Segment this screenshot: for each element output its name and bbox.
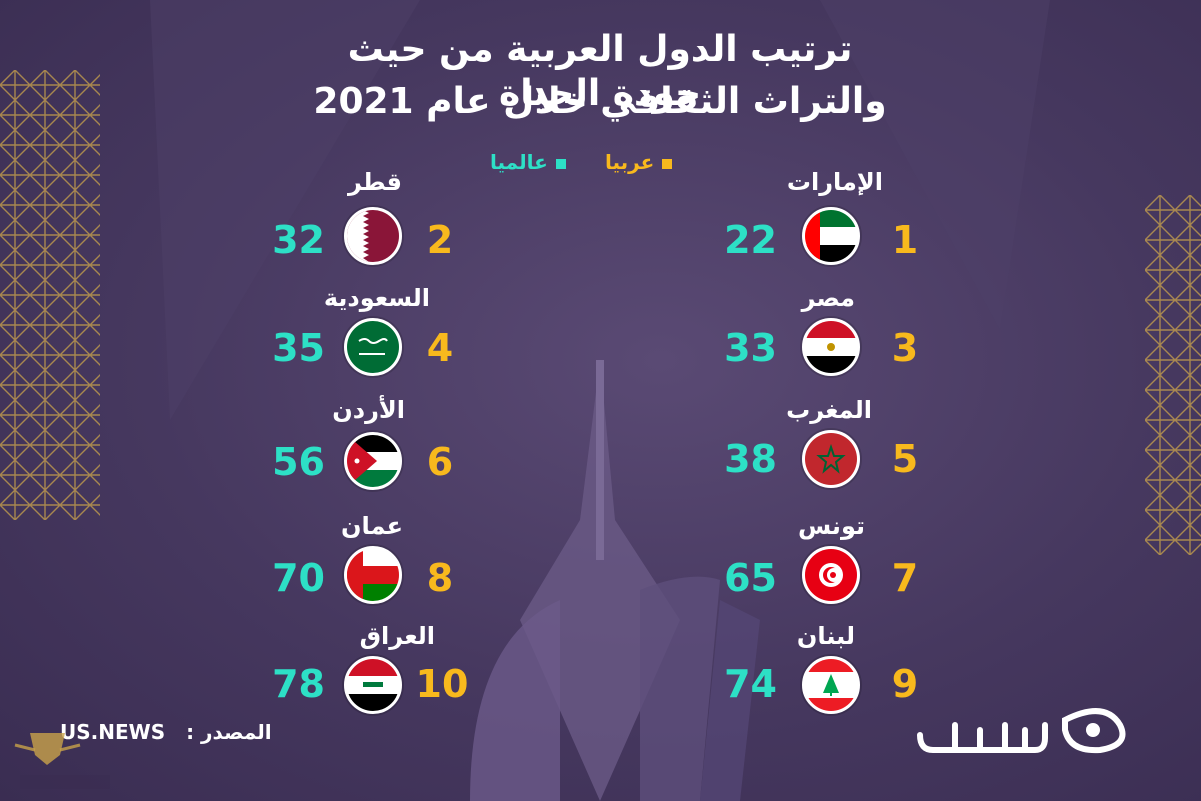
world-rank-egypt: 33 <box>724 326 777 370</box>
gold-pattern-left <box>0 70 100 520</box>
tunisia-flag-icon <box>802 546 860 604</box>
country-name-lebanon: لبنان <box>796 622 855 650</box>
world-rank-lebanon: 74 <box>724 662 777 706</box>
title-line-2: والتراث الثقافي خلال عام 2021 <box>313 81 887 122</box>
country-name-tunisia: تونس <box>798 512 865 540</box>
legend-world-swatch <box>555 158 566 169</box>
arab-rank-qatar: 2 <box>426 218 454 262</box>
world-rank-jordan: 56 <box>272 440 325 484</box>
arab-rank-jordan: 6 <box>426 440 454 484</box>
gold-pattern-right <box>1145 195 1201 555</box>
saudi-flag-icon <box>344 318 402 376</box>
legend-world-label: عالميا <box>490 150 548 174</box>
country-name-jordan: الأردن <box>332 396 405 424</box>
arab-rank-oman: 8 <box>426 556 454 600</box>
world-rank-qatar: 32 <box>272 218 325 262</box>
country-name-egypt: مصر <box>801 284 855 312</box>
qatar-flag-icon <box>344 207 402 265</box>
arab-rank-egypt: 3 <box>891 326 919 370</box>
uae-flag-icon <box>802 207 860 265</box>
oman-flag-icon <box>344 546 402 604</box>
country-name-qatar: قطر <box>347 168 402 196</box>
source-line: US.NEWS المصدر : <box>60 720 272 744</box>
jordan-flag-icon <box>344 432 402 490</box>
world-rank-oman: 70 <box>272 556 325 600</box>
title-line-1: ترتيب الدول العربية من حيث جودة الحياة <box>347 29 853 114</box>
world-rank-uae: 22 <box>724 218 777 262</box>
source-label: المصدر : <box>186 720 272 744</box>
legend-world: عالميا <box>490 150 566 174</box>
legend-arab-swatch <box>662 158 673 169</box>
egypt-flag-icon <box>802 318 860 376</box>
country-name-morocco: المغرب <box>786 396 872 424</box>
country-name-saudi: السعودية <box>323 284 430 312</box>
hespress-logo <box>917 708 1126 754</box>
legend-arab: عربيا <box>605 150 673 174</box>
lebanon-flag-icon <box>802 656 860 714</box>
arab-rank-iraq: 10 <box>415 662 469 706</box>
arab-rank-morocco: 5 <box>891 437 919 481</box>
morocco-flag-icon <box>802 430 860 488</box>
country-name-oman: عمان <box>341 512 403 540</box>
legend-arab-label: عربيا <box>605 150 655 174</box>
world-rank-morocco: 38 <box>724 437 777 481</box>
source-value: US.NEWS <box>60 720 166 744</box>
world-rank-tunisia: 65 <box>724 556 777 600</box>
world-rank-saudi: 35 <box>272 326 325 370</box>
country-name-uae: الإمارات <box>786 168 883 196</box>
arab-rank-saudi: 4 <box>426 326 454 370</box>
world-rank-iraq: 78 <box>272 662 325 706</box>
country-name-iraq: العراق <box>359 622 435 650</box>
arab-rank-uae: 1 <box>891 218 919 262</box>
arab-rank-lebanon: 9 <box>891 662 919 706</box>
arab-rank-tunisia: 7 <box>891 556 919 600</box>
watermark-emblem <box>14 733 110 789</box>
iraq-flag-icon <box>344 656 402 714</box>
